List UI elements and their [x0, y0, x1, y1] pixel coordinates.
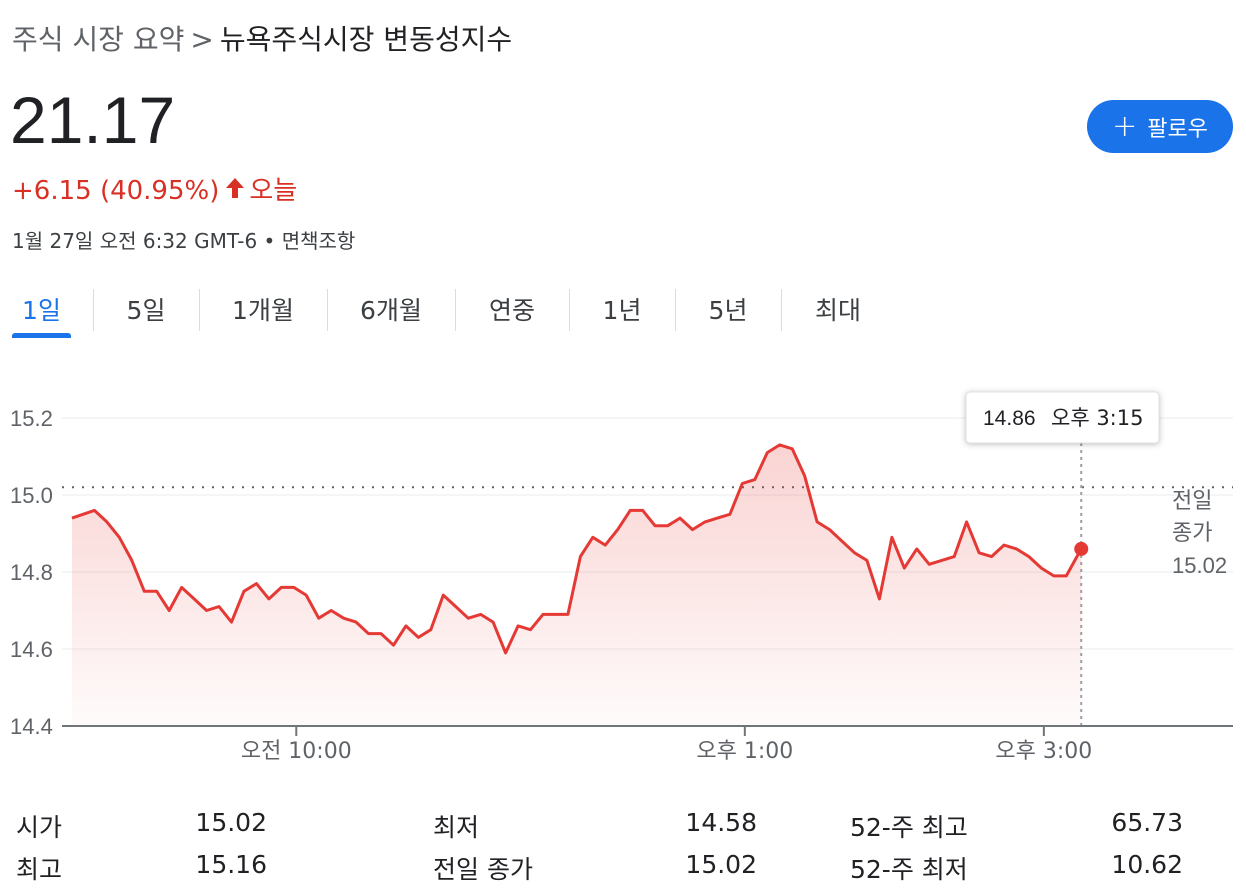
arrow-up-icon [225, 176, 245, 206]
tab-5d[interactable]: 5일 [126, 296, 166, 325]
breadcrumb-separator: > [190, 23, 214, 56]
tooltip-time: 오후 3:15 [1051, 406, 1143, 430]
x-tick-label: 오후 3:00 [995, 739, 1092, 764]
stat-low-value: 14.58 [685, 808, 757, 837]
breadcrumb: 주식 시장 요약 > 뉴욕주식시장 변동성지수 [12, 18, 512, 58]
breadcrumb-parent-link[interactable]: 주식 시장 요약 [12, 23, 185, 56]
tab-divider [569, 289, 570, 331]
previous-close-label-line2: 종가 [1172, 521, 1212, 546]
stat-low-label: 최저 [433, 813, 480, 842]
tab-ytd[interactable]: 연중 [488, 296, 535, 325]
y-tick-label: 14.6 [10, 637, 53, 662]
active-tab-indicator [12, 333, 71, 338]
stat-52w-low-label: 52-주 최저 [850, 855, 968, 884]
y-axis-labels: 15.2 15.0 14.8 14.6 14.4 [10, 406, 53, 739]
previous-close-label: 전일 종가 15.02 [1172, 489, 1227, 578]
x-axis-labels: 오전 10:00 오후 1:00 오후 3:00 [241, 726, 1092, 764]
stat-prev-close-label: 전일 종가 [433, 855, 533, 884]
tab-divider [675, 289, 676, 331]
range-tabs: 1일 5일 1개월 6개월 연중 1년 5년 최대 [0, 283, 1246, 339]
plus-icon: + [1112, 108, 1138, 144]
tab-1d[interactable]: 1일 [22, 296, 61, 325]
breadcrumb-current: 뉴욕주식시장 변동성지수 [219, 23, 513, 56]
tab-1y[interactable]: 1년 [602, 296, 642, 325]
change-value: +6.15 (40.95%) [12, 176, 220, 206]
current-price: 21.17 [10, 83, 176, 157]
stat-prev-close-value: 15.02 [685, 850, 757, 879]
tab-divider [455, 289, 456, 331]
follow-button-label: 팔로우 [1147, 116, 1208, 142]
stat-52w-high-value: 65.73 [1111, 808, 1183, 837]
tab-divider [327, 289, 328, 331]
stat-open-label: 시가 [16, 813, 63, 842]
previous-close-value: 15.02 [1172, 553, 1227, 578]
price-chart[interactable]: 15.2 15.0 14.8 14.6 14.4 오전 10:00 오후 1:00 오후 3… [0, 370, 1246, 780]
tab-max[interactable]: 최대 [814, 296, 861, 325]
current-price-dot [1074, 541, 1089, 556]
tab-divider [781, 289, 782, 331]
price-change: +6.15 (40.95%) 오늘 [12, 170, 297, 207]
follow-button[interactable]: + 팔로우 [1087, 100, 1233, 153]
quote-timestamp: 1월 27일 오전 6:32 GMT-6 • 면책조항 [12, 229, 356, 253]
tooltip-value: 14.86 [983, 407, 1036, 430]
tab-6m[interactable]: 6개월 [360, 296, 422, 325]
chart-tooltip: 14.86 오후 3:15 [965, 391, 1160, 444]
price-area [72, 444, 1082, 726]
stat-high-value: 15.16 [195, 850, 267, 879]
tab-divider [93, 289, 94, 331]
stat-52w-high-label: 52-주 최고 [850, 813, 968, 842]
y-tick-label: 14.8 [10, 560, 53, 585]
stat-open-value: 15.02 [195, 808, 267, 837]
y-tick-label: 15.0 [10, 483, 53, 508]
y-tick-label: 14.4 [10, 714, 53, 739]
x-tick-label: 오후 1:00 [696, 739, 793, 764]
stat-high-label: 최고 [16, 855, 63, 884]
stat-52w-low-value: 10.62 [1111, 850, 1183, 879]
tab-divider [199, 289, 200, 331]
tab-1m[interactable]: 1개월 [232, 296, 294, 325]
previous-close-label-line1: 전일 [1172, 489, 1212, 514]
change-period: 오늘 [249, 176, 298, 206]
y-tick-label: 15.2 [10, 406, 53, 431]
price-line [71, 443, 1083, 655]
tab-5y[interactable]: 5년 [708, 296, 748, 325]
x-tick-label: 오전 10:00 [241, 739, 352, 764]
